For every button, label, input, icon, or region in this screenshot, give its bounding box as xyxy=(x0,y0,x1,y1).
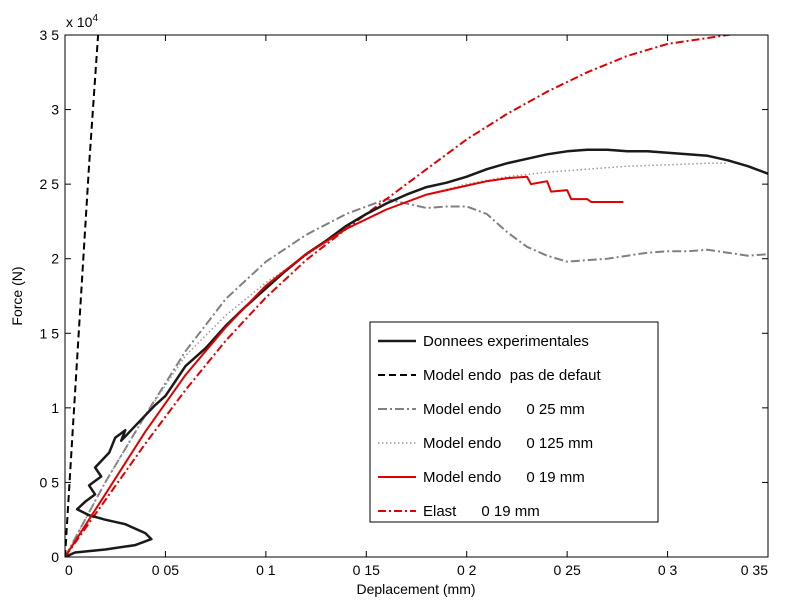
y-tick-label: 1 5 xyxy=(40,325,60,341)
legend-label: Model endo 0 19 mm xyxy=(423,469,585,486)
legend: Donnees experimentales Model endo pas de … xyxy=(369,321,659,523)
y-multiplier-base: x 10 xyxy=(66,14,93,30)
y-tick-label: 0 xyxy=(51,549,59,565)
x-tick-label: 0 25 xyxy=(554,562,581,578)
y-tick-label: 0 5 xyxy=(40,474,60,490)
y-axis-title: Force (N) xyxy=(9,266,25,325)
x-tick-label: 0 2 xyxy=(457,562,477,578)
x-tick-label: 0 15 xyxy=(353,562,380,578)
series-layer xyxy=(65,35,768,557)
x-tick-label: 0 35 xyxy=(741,562,768,578)
axes-frame xyxy=(64,34,769,558)
legend-label: Elast 0 19 mm xyxy=(423,503,540,520)
legend-label: Model endo pas de defaut xyxy=(423,367,601,384)
legend-label: Model endo 0 125 mm xyxy=(423,435,593,452)
y-multiplier-label: x 104 xyxy=(66,13,98,30)
y-multiplier-exponent: 4 xyxy=(92,13,98,24)
legend-label: Model endo 0 25 mm xyxy=(423,401,585,418)
y-tick-label: 1 xyxy=(51,400,59,416)
series-line xyxy=(65,175,624,557)
legend-entries: Donnees experimentales Model endo pas de … xyxy=(378,333,601,520)
y-tick-label: 3 xyxy=(51,102,59,118)
y-tick-label: 2 5 xyxy=(40,176,60,192)
series-line xyxy=(65,198,768,557)
series-line xyxy=(65,35,735,557)
y-tick-label: 3 5 xyxy=(40,27,60,43)
x-tick-label: 0 xyxy=(65,562,73,578)
y-tick-label: 2 xyxy=(51,251,59,267)
x-tick-label: 0 1 xyxy=(256,562,276,578)
ticks-layer: 0 0 05 0 1 0 15 0 2 0 25 0 3 0 35 0 0 5 1 1 5 2 2 5 3 3… xyxy=(40,27,769,578)
legend-label: Donnees experimentales xyxy=(423,333,589,350)
x-tick-label: 0 05 xyxy=(152,562,179,578)
legend-box xyxy=(369,321,659,523)
x-tick-label: 0 3 xyxy=(658,562,678,578)
x-axis-title: Deplacement (mm) xyxy=(356,581,475,597)
